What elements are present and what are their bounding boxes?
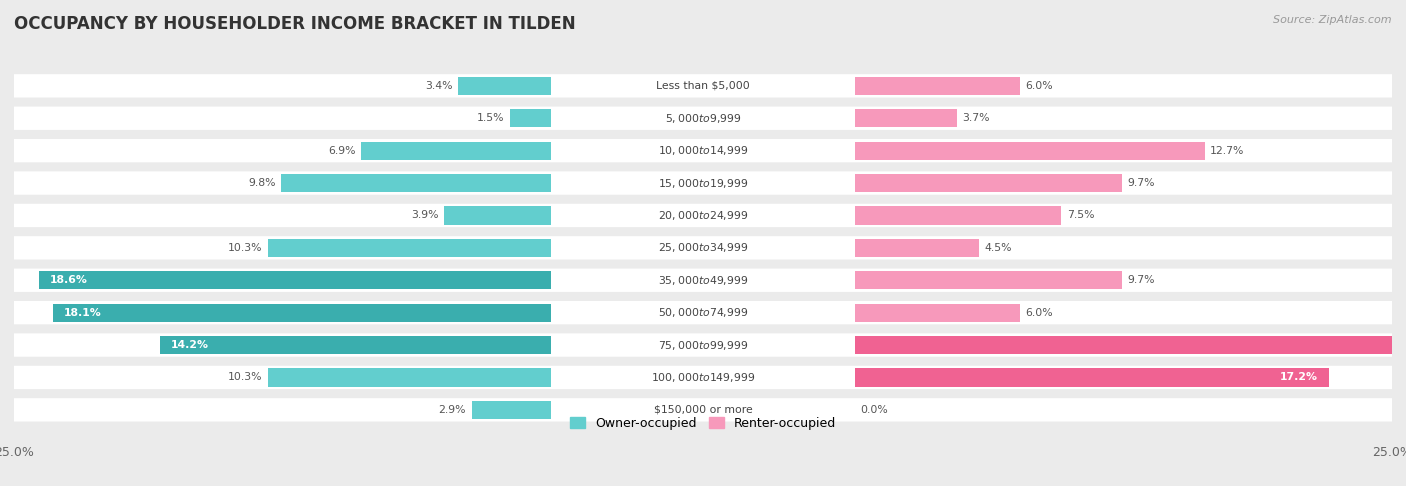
Text: $150,000 or more: $150,000 or more: [654, 405, 752, 415]
Bar: [855, 174, 1122, 192]
Bar: [471, 401, 551, 419]
Text: 6.0%: 6.0%: [1025, 81, 1053, 91]
FancyBboxPatch shape: [0, 236, 1406, 260]
Text: 9.7%: 9.7%: [1128, 275, 1154, 285]
Bar: [855, 368, 1329, 386]
Bar: [855, 207, 1062, 225]
Bar: [52, 304, 551, 322]
Text: $10,000 to $14,999: $10,000 to $14,999: [658, 144, 748, 157]
FancyBboxPatch shape: [0, 106, 1406, 130]
Text: 1.5%: 1.5%: [477, 113, 505, 123]
FancyBboxPatch shape: [0, 398, 1406, 421]
FancyBboxPatch shape: [0, 366, 1406, 389]
Bar: [160, 336, 551, 354]
Text: 9.8%: 9.8%: [249, 178, 276, 188]
Text: 18.1%: 18.1%: [63, 308, 101, 318]
FancyBboxPatch shape: [0, 333, 1406, 357]
Text: $75,000 to $99,999: $75,000 to $99,999: [658, 339, 748, 351]
Bar: [855, 336, 1406, 354]
Text: $50,000 to $74,999: $50,000 to $74,999: [658, 306, 748, 319]
Text: OCCUPANCY BY HOUSEHOLDER INCOME BRACKET IN TILDEN: OCCUPANCY BY HOUSEHOLDER INCOME BRACKET …: [14, 15, 575, 33]
Text: 17.2%: 17.2%: [1279, 372, 1317, 382]
Text: $5,000 to $9,999: $5,000 to $9,999: [665, 112, 741, 125]
Bar: [855, 304, 1019, 322]
Text: Less than $5,000: Less than $5,000: [657, 81, 749, 91]
Text: 0.0%: 0.0%: [860, 405, 887, 415]
Bar: [855, 77, 1019, 95]
Bar: [458, 77, 551, 95]
Bar: [444, 207, 551, 225]
Text: $20,000 to $24,999: $20,000 to $24,999: [658, 209, 748, 222]
Text: 4.5%: 4.5%: [984, 243, 1011, 253]
Text: 12.7%: 12.7%: [1211, 146, 1244, 156]
Bar: [855, 239, 979, 257]
FancyBboxPatch shape: [0, 301, 1406, 324]
Text: 2.9%: 2.9%: [439, 405, 465, 415]
Bar: [267, 239, 551, 257]
Bar: [361, 141, 551, 160]
Bar: [267, 368, 551, 386]
FancyBboxPatch shape: [0, 204, 1406, 227]
Bar: [281, 174, 551, 192]
FancyBboxPatch shape: [0, 269, 1406, 292]
Text: $100,000 to $149,999: $100,000 to $149,999: [651, 371, 755, 384]
Text: Source: ZipAtlas.com: Source: ZipAtlas.com: [1274, 15, 1392, 25]
Text: 7.5%: 7.5%: [1067, 210, 1094, 221]
Text: 6.9%: 6.9%: [328, 146, 356, 156]
FancyBboxPatch shape: [0, 74, 1406, 98]
Text: 14.2%: 14.2%: [172, 340, 209, 350]
Bar: [39, 271, 551, 289]
Bar: [855, 271, 1122, 289]
Text: 3.9%: 3.9%: [411, 210, 439, 221]
Text: 3.7%: 3.7%: [962, 113, 990, 123]
Text: 10.3%: 10.3%: [228, 372, 262, 382]
Bar: [855, 141, 1205, 160]
FancyBboxPatch shape: [0, 139, 1406, 162]
Text: $15,000 to $19,999: $15,000 to $19,999: [658, 176, 748, 190]
Text: 18.6%: 18.6%: [49, 275, 87, 285]
Bar: [855, 109, 956, 127]
Bar: [510, 109, 551, 127]
Text: $25,000 to $34,999: $25,000 to $34,999: [658, 242, 748, 254]
Text: 9.7%: 9.7%: [1128, 178, 1154, 188]
Text: 3.4%: 3.4%: [425, 81, 453, 91]
Text: 6.0%: 6.0%: [1025, 308, 1053, 318]
Legend: Owner-occupied, Renter-occupied: Owner-occupied, Renter-occupied: [565, 412, 841, 435]
Text: 10.3%: 10.3%: [228, 243, 262, 253]
Text: $35,000 to $49,999: $35,000 to $49,999: [658, 274, 748, 287]
FancyBboxPatch shape: [0, 172, 1406, 195]
